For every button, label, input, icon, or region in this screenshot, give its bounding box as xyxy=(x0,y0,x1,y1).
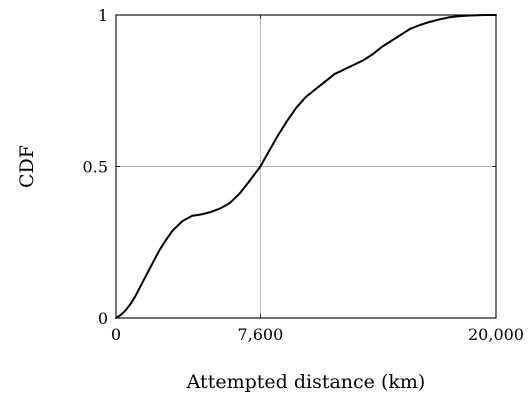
plot-frame xyxy=(115,14,497,319)
x-axis-label: Attempted distance (km) xyxy=(186,371,426,393)
x-tick-label-0: 0 xyxy=(111,325,121,344)
y-axis-label: CDF xyxy=(16,145,38,188)
tick-labels: 0 7,600 20,000 0 0.5 1 xyxy=(83,6,524,344)
x-tick-label-1: 7,600 xyxy=(237,325,283,344)
y-tick-label-1: 0.5 xyxy=(83,158,108,177)
y-tick-label-2: 1 xyxy=(98,6,108,25)
x-tick-label-2: 20,000 xyxy=(468,325,524,344)
y-tick-label-0: 0 xyxy=(98,309,108,328)
grid-lines xyxy=(116,15,496,318)
series-layer xyxy=(115,14,497,319)
cdf-curve-0 xyxy=(115,14,497,319)
